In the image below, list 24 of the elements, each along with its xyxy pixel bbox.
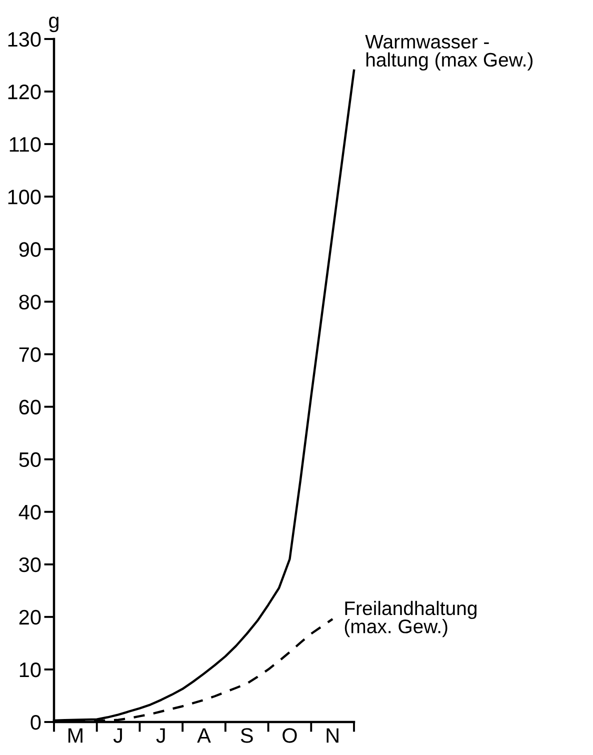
x-tick-label: M xyxy=(68,728,82,743)
y-tick-label: 0 xyxy=(30,715,41,730)
y-tick-label: 80 xyxy=(19,294,41,310)
x-tick-label: O xyxy=(282,728,297,743)
y-tick-label: 100 xyxy=(8,190,41,204)
x-tick-label: J xyxy=(156,728,165,743)
y-tick-label: 130 xyxy=(8,32,41,47)
y-tick-label: 120 xyxy=(8,84,41,100)
y-tick-label: 110 xyxy=(10,137,41,152)
y-tick-label: 10 xyxy=(20,662,41,678)
x-tick-label: S xyxy=(240,728,253,743)
y-tick-label: 40 xyxy=(18,504,41,520)
y-tick-label: 50 xyxy=(19,452,41,468)
y-tick-label: 70 xyxy=(19,347,41,362)
x-tick-label: A xyxy=(197,728,211,743)
y-tick-label: 60 xyxy=(19,400,41,415)
x-tick-label: J xyxy=(113,728,122,743)
series-label: Warmwasser - haltung (max Gew.) xyxy=(365,34,532,71)
y-tick-label: 30 xyxy=(19,557,41,572)
y-axis-title: g xyxy=(49,16,58,32)
series-label: Freilandhaltung (max. Gew.) xyxy=(344,600,476,638)
y-tick-label: 20 xyxy=(19,610,41,625)
y-tick-label: 90 xyxy=(19,242,41,257)
x-tick-label: N xyxy=(326,728,338,743)
